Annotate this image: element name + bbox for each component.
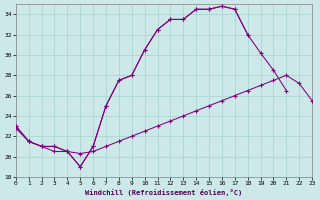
X-axis label: Windchill (Refroidissement éolien,°C): Windchill (Refroidissement éolien,°C) (85, 189, 243, 196)
